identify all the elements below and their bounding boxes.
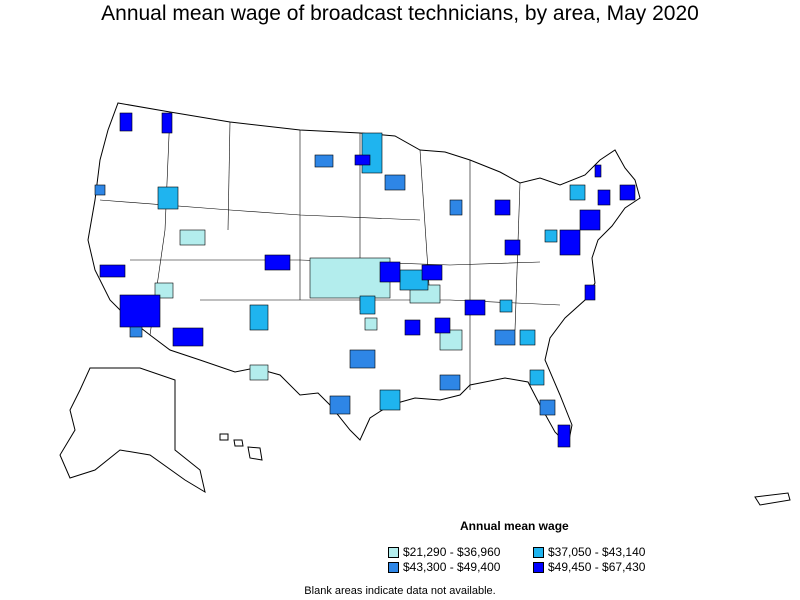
legend-label-tier-1: $21,290 - $36,960 [403,545,501,559]
tier-1-areas [154,229,463,381]
legend-title: Annual mean wage [460,519,569,533]
legend-swatch-tier-2 [533,546,544,558]
legend-swatch-tier-4 [533,561,544,573]
legend-item-tier-2: $37,050 - $43,140 [533,545,645,559]
legend-label-tier-2: $37,050 - $43,140 [548,545,646,559]
map-title: Annual mean wage of broadcast technician… [101,2,699,25]
hawaii-islands [219,433,263,461]
legend-item-tier-3: $43,300 - $49,400 [388,560,500,574]
blank-areas-note: Blank areas indicate data not available. [304,585,496,597]
alaska-outline [59,367,206,494]
wage-areas [94,112,636,448]
legend-label-tier-4: $49,450 - $67,430 [548,560,646,574]
tier-3-areas [94,154,556,416]
legend-swatch-tier-1 [388,546,399,558]
puerto-rico-outline [754,492,791,506]
legend-item-tier-4: $49,450 - $67,430 [533,560,645,574]
tier-4-areas [99,112,636,448]
legend-label-tier-3: $43,300 - $49,400 [403,560,501,574]
legend-item-tier-1: $21,290 - $36,960 [388,545,500,559]
legend-swatch-tier-3 [388,561,399,573]
